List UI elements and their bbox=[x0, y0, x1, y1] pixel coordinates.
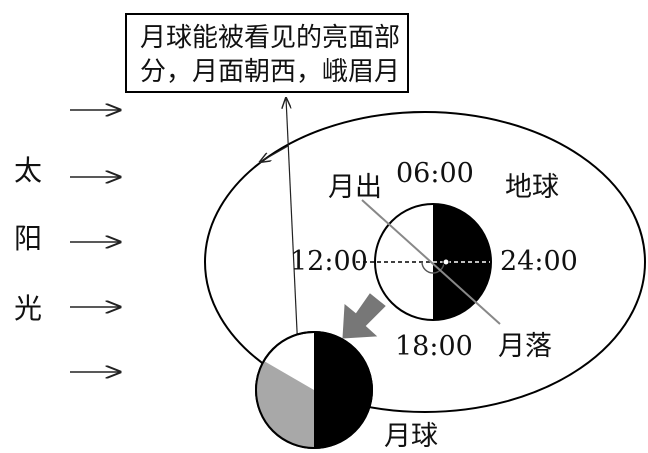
moonrise-label: 月出 bbox=[328, 172, 382, 203]
earth-label: 地球 bbox=[505, 172, 559, 203]
orbit-direction-arrow bbox=[260, 145, 289, 162]
time-0600: 06:00 bbox=[396, 158, 474, 189]
moon-outline bbox=[255, 331, 373, 449]
sunlight-arrows bbox=[70, 110, 120, 372]
time-1800: 18:00 bbox=[395, 331, 473, 362]
sunlight-char-tai: 太 bbox=[14, 154, 42, 187]
moonrise-moonset-line bbox=[361, 199, 501, 325]
callout-line-2: 分，月面朝西，峨眉月 bbox=[140, 57, 400, 87]
sunlight-char-guang: 光 bbox=[14, 292, 42, 325]
time-2400: 24:00 bbox=[500, 246, 578, 277]
moon-dark-half bbox=[314, 332, 372, 448]
callout-pointer-line bbox=[286, 98, 299, 353]
earth bbox=[356, 199, 501, 325]
moon-orbit bbox=[204, 111, 646, 413]
earth-center-arc bbox=[421, 261, 445, 274]
sunlight-char-yang: 阳 bbox=[14, 222, 42, 255]
moon-label: 月球 bbox=[384, 421, 438, 452]
moon bbox=[255, 331, 373, 449]
moonset-label: 月落 bbox=[498, 331, 552, 362]
earth-center-dot bbox=[442, 258, 450, 266]
moon-earthshine-part bbox=[256, 361, 314, 448]
moon-position-arrow bbox=[342, 293, 386, 339]
time-1200: 12:00 bbox=[290, 246, 368, 277]
callout-line-1: 月球能被看见的亮面部 bbox=[140, 23, 400, 53]
callout-box bbox=[125, 13, 409, 93]
